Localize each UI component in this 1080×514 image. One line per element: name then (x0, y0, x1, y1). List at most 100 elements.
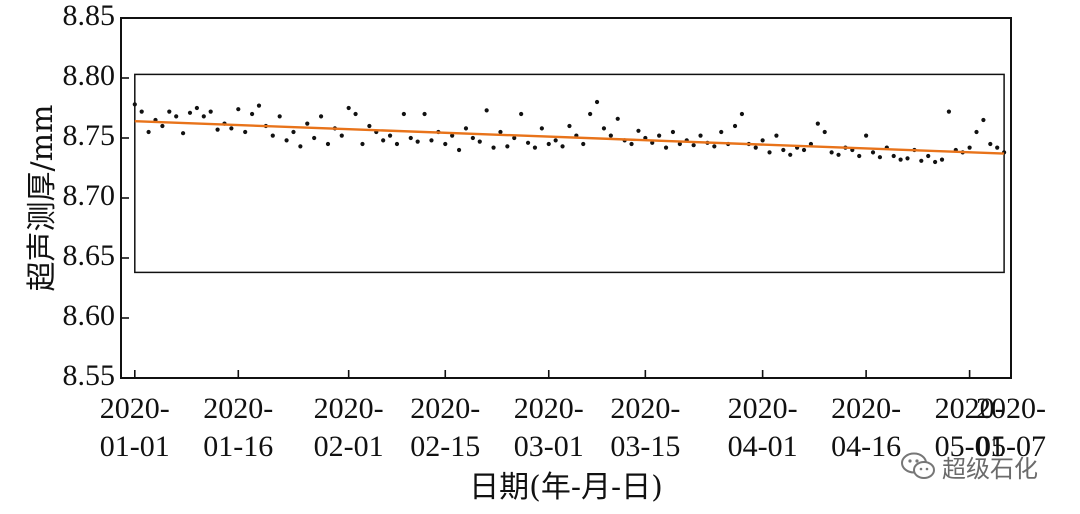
data-point (698, 133, 703, 138)
data-point (774, 133, 779, 138)
data-point (636, 128, 641, 133)
watermark: 超级石化 (900, 449, 1038, 483)
data-point (201, 114, 206, 119)
x-tick-label-date: 03-15 (610, 430, 680, 463)
data-point (712, 144, 717, 149)
x-tick-label-year: 2020- (935, 392, 1005, 425)
data-point (477, 139, 482, 144)
data-point (498, 129, 503, 135)
data-point (525, 140, 531, 145)
data-point (532, 145, 538, 150)
x-tick-label: 2020- 04-16 (831, 392, 901, 463)
data-point (450, 133, 455, 138)
y-tick-label: 8.55 (63, 359, 116, 392)
data-point (146, 129, 151, 135)
x-tick-label: 2020- 04-01 (728, 392, 798, 463)
x-tick-label: 2020- 05-01 (935, 392, 1005, 463)
data-point (857, 153, 862, 159)
data-point (905, 156, 910, 161)
data-point (194, 105, 199, 111)
x-tick-label: 2020- 05-07 (976, 392, 1046, 463)
data-point (339, 133, 344, 138)
data-point (877, 155, 883, 160)
data-point (491, 145, 496, 150)
data-point (691, 143, 696, 148)
data-point (677, 141, 682, 147)
data-point (353, 111, 358, 117)
data-point (657, 133, 662, 138)
data-point (808, 141, 814, 147)
x-tick-label: 2020- 02-01 (314, 392, 384, 463)
data-point (567, 123, 572, 129)
x-tick-label-year: 2020- (728, 392, 798, 425)
x-tick-label-date: 02-01 (314, 430, 384, 463)
x-tick-label-year: 2020- (514, 392, 584, 425)
x-tick-label: 2020- 02-15 (410, 392, 480, 463)
data-point (974, 129, 979, 135)
x-tick-label-year: 2020- (831, 392, 901, 425)
data-point (408, 135, 413, 141)
data-point (236, 107, 241, 112)
data-point (180, 131, 186, 136)
y-axis-label: 超声测厚/mm (25, 104, 60, 291)
x-tick-label-date: 02-15 (410, 430, 480, 463)
data-point (519, 111, 524, 117)
y-tick-label: 8.70 (63, 179, 116, 212)
data-point (325, 141, 331, 147)
data-point (422, 111, 427, 117)
data-point (256, 103, 262, 108)
data-point (415, 139, 420, 144)
y-tick-label: 8.85 (63, 0, 116, 32)
data-point (318, 114, 324, 119)
x-tick-label-year: 2020- (410, 392, 480, 425)
x-tick-label-date: 04-16 (831, 430, 901, 463)
y-tick-label: 8.80 (63, 59, 116, 92)
data-point (539, 126, 544, 131)
x-tick-label-date: 01-16 (203, 430, 273, 463)
data-point (815, 121, 820, 126)
data-point (546, 141, 551, 147)
trend-line (134, 120, 1005, 155)
data-point (898, 157, 903, 162)
data-point (919, 158, 924, 163)
data-point (215, 127, 220, 132)
data-point (870, 150, 876, 155)
data-point (788, 152, 793, 157)
data-point (298, 144, 303, 149)
data-point (946, 109, 952, 114)
data-point (229, 126, 234, 131)
data-point (381, 138, 386, 143)
data-point (394, 141, 400, 147)
data-point (670, 129, 676, 135)
data-point (443, 141, 448, 147)
x-tick-label-year: 2020- (610, 392, 680, 425)
data-point (581, 141, 586, 147)
data-point (243, 129, 248, 135)
x-tick-label-date: 03-01 (514, 430, 584, 463)
data-point (836, 152, 841, 157)
data-point (732, 123, 738, 129)
y-tick-label: 8.75 (63, 119, 116, 152)
data-point (829, 150, 834, 155)
data-point (160, 123, 165, 129)
data-point (367, 123, 372, 129)
data-point (767, 150, 772, 155)
range-box (134, 73, 1005, 274)
data-point (429, 138, 434, 143)
data-point (167, 109, 172, 114)
x-tick-label: 2020- 01-16 (203, 392, 273, 463)
data-point (739, 111, 745, 117)
data-point (753, 145, 758, 150)
data-point (284, 138, 289, 143)
x-tick-label-year: 2020- (100, 392, 170, 425)
x-tick-label: 2020- 03-01 (514, 392, 584, 463)
y-tick-label: 8.60 (63, 299, 116, 332)
x-axis: 2020- 01-01 2020- 01-16 2020- 02-01 2020- 02-15… (100, 370, 1046, 463)
data-point (132, 102, 137, 107)
data-points (132, 99, 1007, 165)
data-point (801, 147, 807, 153)
data-point (249, 111, 255, 117)
data-point (560, 144, 565, 149)
x-tick-label-year: 2020- (314, 392, 384, 425)
